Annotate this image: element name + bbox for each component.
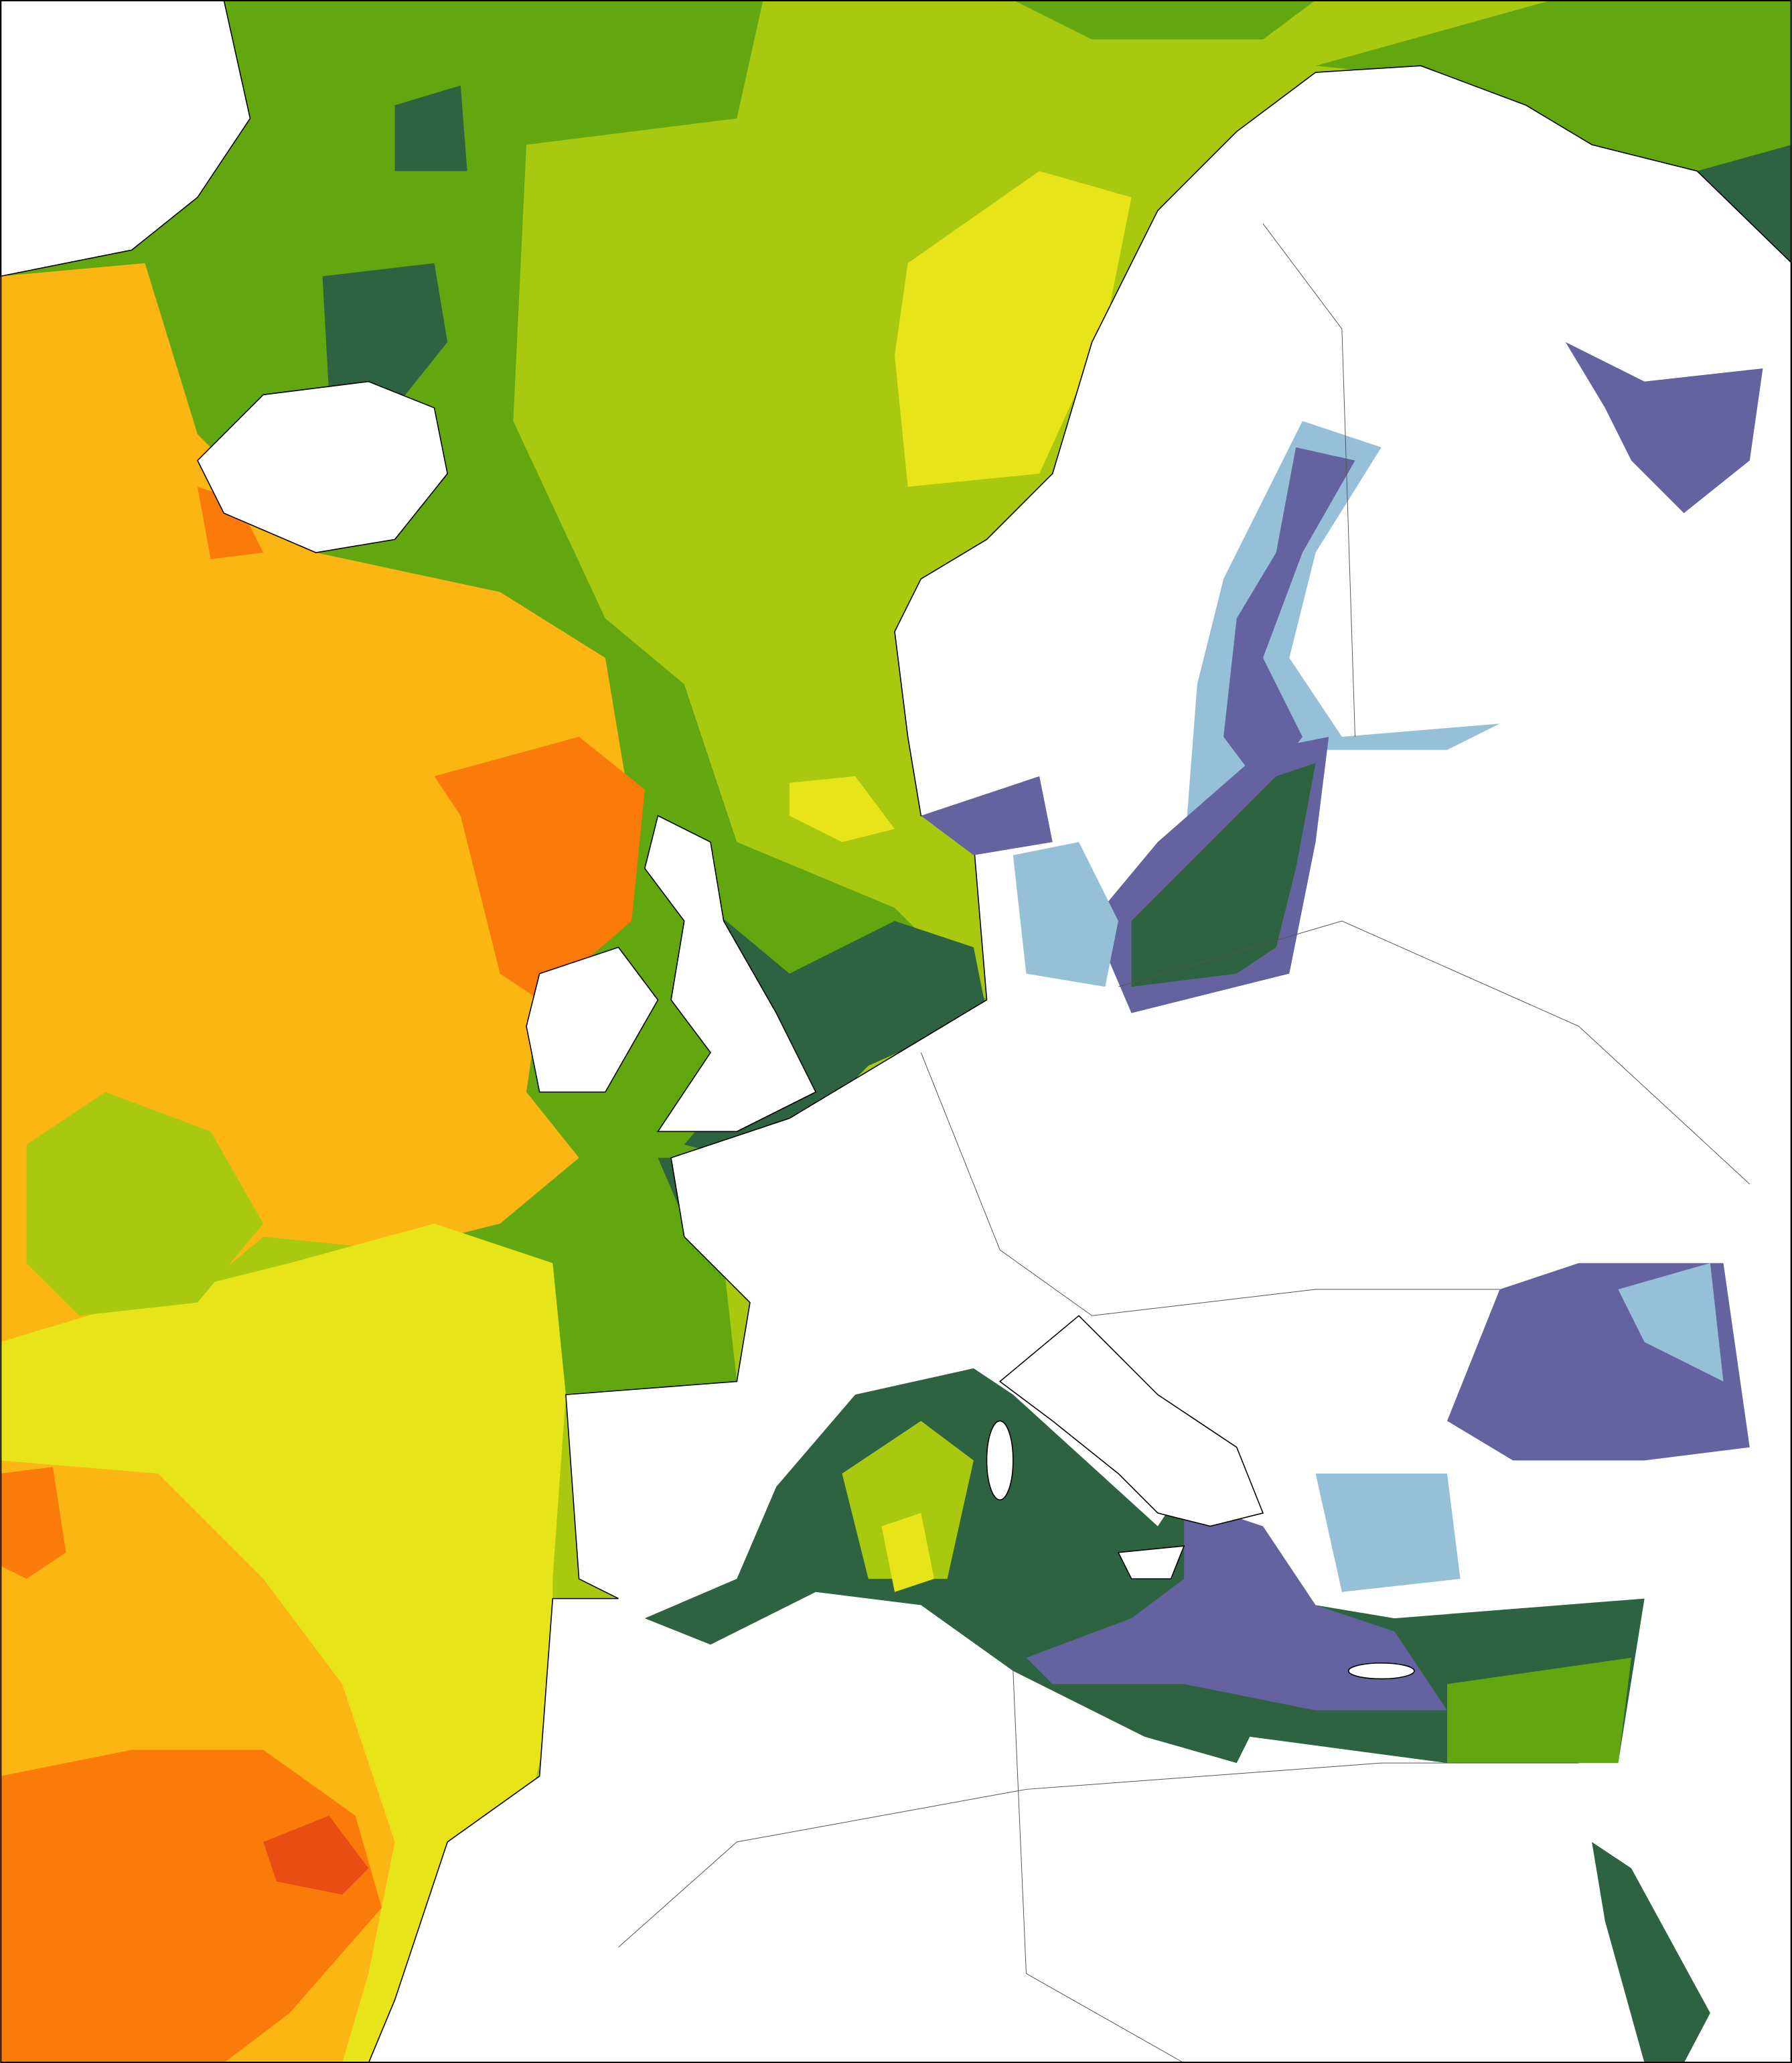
zone-yellow-northsea xyxy=(789,776,895,843)
zone-gold-west xyxy=(0,263,632,1342)
zone-red-patch xyxy=(263,1815,369,1895)
zone-green-top xyxy=(1013,0,1316,40)
zone-orange-iceland xyxy=(197,486,264,559)
iceland xyxy=(197,380,449,553)
sea-black-north xyxy=(1618,1263,1724,1382)
great-britain xyxy=(644,814,817,1133)
border-line xyxy=(1118,920,1750,1185)
ireland xyxy=(526,946,659,1093)
border-line xyxy=(1262,223,1356,737)
border-line xyxy=(618,1762,1579,1948)
crete xyxy=(1347,1662,1415,1680)
zone-darkgreen-2 xyxy=(394,85,467,171)
zone-orange-south xyxy=(0,1750,382,2063)
sea-tyrrhenian-light xyxy=(842,1421,974,1579)
sea-ionian xyxy=(1026,1500,1448,1711)
zone-orange-west xyxy=(0,1467,66,1579)
sea-balearic-yellow xyxy=(881,1512,934,1592)
sicily xyxy=(1117,1545,1185,1579)
sea-bothnia xyxy=(1184,421,1500,855)
border-line xyxy=(920,1052,1500,1316)
greenland xyxy=(0,0,251,277)
corsica-sardinia xyxy=(986,1420,1014,1501)
sea-aegean xyxy=(1315,1474,1461,1592)
zone-darkgreen-1 xyxy=(322,263,448,408)
italy xyxy=(998,1315,1264,1527)
sea-bothnia-purple xyxy=(1223,447,1355,790)
sea-kattegat xyxy=(1013,842,1118,987)
sea-libyan-green xyxy=(1447,1658,1632,1764)
sea-skagerrak xyxy=(921,776,1053,855)
zone-orange-central xyxy=(434,737,645,1000)
zone-yellowgreen-patch xyxy=(26,1092,264,1316)
sea-whitesea xyxy=(1565,342,1763,514)
border-line xyxy=(1013,1670,1185,2063)
sea-red xyxy=(1592,1842,1710,2063)
zone-yellow-norwegian xyxy=(895,171,1132,487)
sea-baltic xyxy=(1131,763,1316,987)
